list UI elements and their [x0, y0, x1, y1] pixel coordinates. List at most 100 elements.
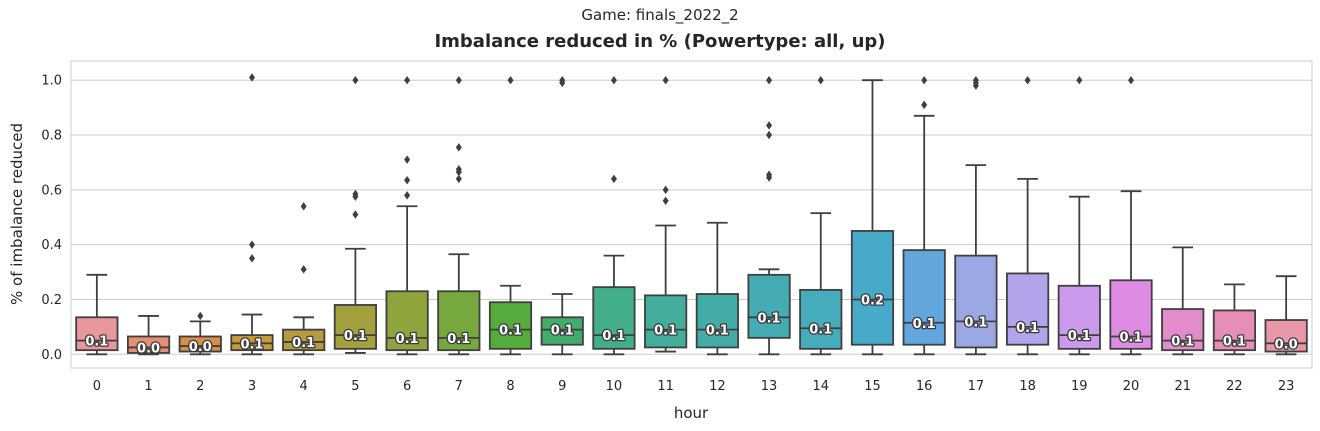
box-iqr	[747, 273, 791, 339]
outlier-point	[766, 121, 773, 130]
outlier-point	[559, 75, 566, 85]
box-iqr	[1212, 309, 1257, 352]
y-tick-label: 0.8	[41, 129, 62, 144]
box-hour-19	[1057, 75, 1101, 356]
x-tick-label: 2	[196, 379, 204, 394]
box-iqr	[644, 294, 688, 349]
outlier-point	[300, 265, 307, 274]
box-iqr	[333, 304, 377, 350]
y-tick-label: 1.0	[41, 74, 62, 89]
x-tick-label: 6	[403, 379, 411, 394]
median-value-label: 0.1	[809, 322, 832, 337]
outlier-point	[817, 75, 824, 85]
box-hour-15	[850, 79, 895, 356]
median-value-label: 0.1	[758, 311, 781, 326]
box-hour-21	[1161, 246, 1205, 356]
box-hour-16	[902, 75, 946, 356]
outlier-point	[766, 170, 773, 179]
x-tick-label: 16	[916, 379, 933, 394]
median-value-label: 0.0	[137, 341, 160, 356]
box-hour-6	[385, 75, 429, 356]
box-hour-10	[592, 75, 636, 356]
box-hour-23	[1264, 275, 1308, 356]
y-tick-label: 0.2	[41, 293, 62, 308]
y-axis-label: % of imbalance reduced	[8, 123, 26, 305]
median-value-label: 0.1	[964, 315, 987, 330]
median-value-label: 0.1	[1016, 321, 1039, 336]
outlier-point	[662, 185, 669, 195]
median-value-label: 0.1	[240, 337, 263, 352]
outlier-point	[197, 311, 204, 321]
x-axis-ticks: 0 1 2 3 4 5 6 7 8 9 10 11 12 13 14 15 16 17 18 19 20 21 22 23	[93, 379, 1295, 394]
box-iqr	[282, 328, 326, 352]
x-tick-label: 9	[558, 379, 566, 394]
x-tick-label: 5	[351, 379, 359, 394]
x-tick-label: 11	[657, 379, 674, 394]
median-value-label: 0.0	[1275, 337, 1298, 352]
x-tick-label: 17	[968, 379, 985, 394]
median-value-label: 0.1	[344, 329, 367, 344]
outlier-point	[766, 130, 773, 140]
x-tick-label: 4	[300, 379, 308, 394]
median-value-label: 0.0	[189, 340, 212, 355]
outlier-point	[662, 196, 669, 205]
box-iqr	[1109, 279, 1153, 350]
outlier-point	[455, 75, 462, 85]
box-hour-7	[437, 75, 481, 356]
box-hour-12	[695, 221, 739, 356]
y-axis-ticks: 0.0 0.2 0.4 0.6 0.8 1.0	[41, 74, 62, 363]
box-iqr	[437, 290, 481, 352]
outlier-point	[1024, 75, 1031, 85]
box-iqr	[1161, 308, 1205, 352]
outlier-point	[507, 75, 514, 85]
x-tick-label: 19	[1071, 379, 1088, 394]
outlier-point	[921, 75, 928, 85]
median-value-label: 0.1	[602, 329, 625, 344]
outlier-point	[248, 73, 255, 82]
median-labels-layer: 0.1 0.0 0.0 0.1 0.1 0.1 0.1 0.1 0.1 0.1 0.1 0.1 0.1 0…	[84, 292, 1299, 358]
plot-area-frame	[70, 60, 1313, 369]
box-hour-13	[747, 75, 791, 356]
x-axis-label: hour	[674, 404, 709, 422]
gridlines	[71, 79, 1312, 355]
y-tick-label: 0.6	[41, 183, 62, 198]
outlier-point	[352, 189, 359, 199]
outlier-point	[766, 75, 773, 85]
box-hour-9	[540, 75, 584, 356]
box-iqr	[902, 249, 946, 346]
outlier-point	[352, 210, 359, 219]
x-tick-label: 23	[1278, 379, 1295, 394]
median-value-label: 0.1	[1223, 335, 1246, 350]
box-iqr	[540, 316, 584, 346]
box-iqr	[1006, 272, 1050, 346]
box-iqr	[1264, 319, 1308, 353]
median-value-label: 0.1	[499, 324, 522, 339]
x-tick-label: 22	[1226, 379, 1243, 394]
median-value-label: 0.1	[85, 335, 108, 350]
y-tick-label: 0.4	[41, 238, 62, 253]
outlier-point	[921, 100, 928, 110]
box-iqr	[1057, 284, 1101, 350]
median-value-label: 0.1	[396, 332, 419, 347]
outlier-point	[404, 191, 411, 200]
outlier-point	[248, 254, 255, 263]
median-value-label: 0.1	[913, 317, 936, 332]
outlier-point	[404, 176, 411, 185]
outlier-point	[610, 174, 617, 184]
median-value-label: 0.1	[1171, 335, 1194, 350]
box-hour-3	[230, 73, 274, 356]
x-tick-label: 12	[709, 379, 726, 394]
outlier-point	[972, 75, 979, 85]
median-value-label: 0.1	[1068, 329, 1091, 344]
box-iqr	[592, 286, 636, 350]
median-value-label: 0.2	[861, 293, 884, 308]
outlier-point	[404, 155, 411, 164]
median-value-label: 0.1	[551, 324, 574, 339]
box-iqr	[75, 316, 119, 352]
x-tick-label: 3	[248, 379, 256, 394]
box-hour-18	[1006, 75, 1050, 356]
x-tick-label: 13	[761, 379, 778, 394]
outlier-point	[662, 75, 669, 85]
box-hour-5	[333, 75, 377, 354]
box-hour-17	[954, 75, 998, 356]
